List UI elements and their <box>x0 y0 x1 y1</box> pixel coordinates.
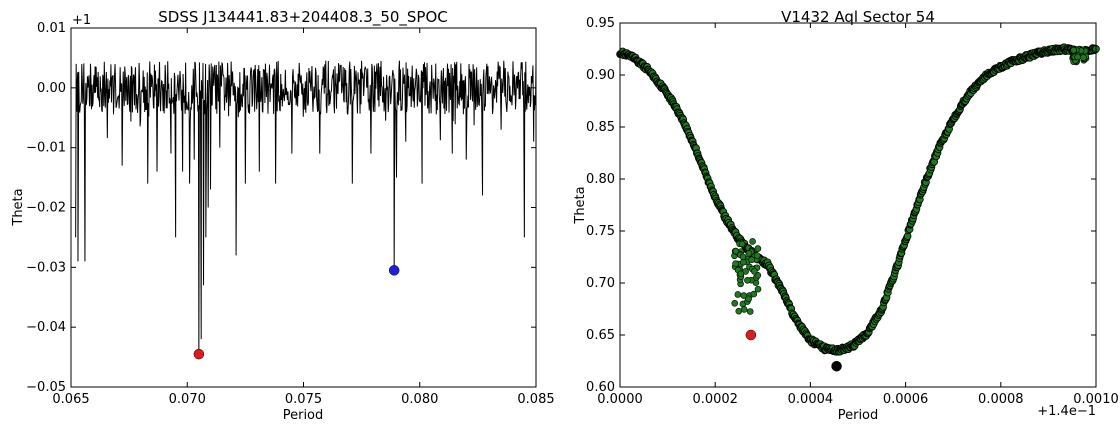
y-tick-label: 0.60 <box>586 380 615 395</box>
marker-point <box>193 348 205 360</box>
marker-point <box>745 329 757 341</box>
chart-title: V1432 Aql Sector 54 <box>781 8 935 26</box>
axis-ticks: 0.065 0.070 0.075 0.080 0.085 0.01 0.00 −0.01 −0… <box>26 21 554 407</box>
x-tick-label: 0.0004 <box>788 392 834 407</box>
x-tick-label: 0.0008 <box>978 392 1024 407</box>
x-tick-label: 0.085 <box>517 392 554 407</box>
marker-point <box>831 360 842 372</box>
scatter-point <box>732 260 739 268</box>
x-tick-label: 0.0000 <box>597 392 643 407</box>
scatter-point <box>1070 46 1077 54</box>
y-tick-label: 0.95 <box>586 16 615 31</box>
scatter-point <box>735 307 743 315</box>
y-tick-label: −0.01 <box>26 141 66 156</box>
scatter-point <box>732 247 740 255</box>
y-tick-label: 0.01 <box>37 21 66 36</box>
scatter-point <box>745 250 753 257</box>
x-tick-label: 0.0010 <box>1073 392 1119 407</box>
scatter-point <box>748 256 755 264</box>
axis-ticks: 0.0000 0.0002 0.0004 0.0006 0.0008 0.0010 0.95… <box>586 16 1119 407</box>
scatter-point <box>738 240 746 248</box>
scatter-point <box>746 308 754 315</box>
y-tick-label: −0.03 <box>26 260 66 275</box>
y-offset-label: +1 <box>72 13 91 28</box>
marker-point <box>388 265 400 276</box>
y-tick-label: 0.00 <box>37 81 66 96</box>
chart-title: SDSS J134441.83+204408.3_50_SPOC <box>158 8 448 27</box>
y-tick-label: 0.70 <box>586 276 615 291</box>
right-chart-panel: V1432 Aql Sector 54 0.0000 0.0002 0.0004 0.… <box>573 8 1119 423</box>
scatter-point <box>745 295 752 303</box>
x-tick-label: 0.065 <box>52 392 89 407</box>
y-tick-label: −0.02 <box>26 201 66 216</box>
x-tick-label: 0.070 <box>169 392 206 407</box>
y-tick-label: 0.75 <box>586 224 615 239</box>
plot-frame <box>70 27 537 388</box>
scatter-point <box>1074 53 1081 61</box>
scatter-point <box>1080 54 1087 61</box>
x-tick-label: 0.075 <box>285 392 322 407</box>
x-tick-label: 0.0002 <box>692 392 738 407</box>
scatter-point <box>753 252 761 259</box>
y-tick-label: 0.85 <box>586 120 615 135</box>
y-tick-label: −0.04 <box>26 320 66 335</box>
scatter-point <box>750 268 758 275</box>
y-tick-label: 0.80 <box>586 172 615 187</box>
scatter-point <box>749 238 756 245</box>
series-line <box>75 60 537 355</box>
scatter-point <box>737 270 745 278</box>
x-tick-label: 0.0006 <box>883 392 929 407</box>
left-chart-panel: SDSS J134441.83+204408.3_50_SPOC +1 0.06… <box>11 8 555 423</box>
y-tick-label: 0.90 <box>586 68 615 83</box>
x-tick-label: 0.080 <box>401 392 438 407</box>
plot-area <box>75 60 537 360</box>
scatter-point <box>744 276 751 284</box>
scatter-point <box>739 253 747 261</box>
y-axis-label: Theta <box>573 186 588 224</box>
y-axis-label: Theta <box>11 188 26 226</box>
scatter-point <box>754 285 762 293</box>
y-tick-label: −0.05 <box>26 380 66 395</box>
scatter-point <box>750 290 758 298</box>
scatter-point <box>734 291 742 298</box>
x-offset-label: +1.4e−1 <box>1037 404 1096 419</box>
scatter-point <box>731 299 739 307</box>
x-axis-label: Period <box>838 408 879 423</box>
scatter-point <box>740 306 748 313</box>
scatter-point <box>754 245 762 252</box>
x-axis-label: Period <box>283 408 324 423</box>
y-tick-label: 0.65 <box>586 328 615 343</box>
plot-area <box>616 43 1100 372</box>
plot-frame <box>619 22 1097 388</box>
scatter-point <box>740 292 748 299</box>
